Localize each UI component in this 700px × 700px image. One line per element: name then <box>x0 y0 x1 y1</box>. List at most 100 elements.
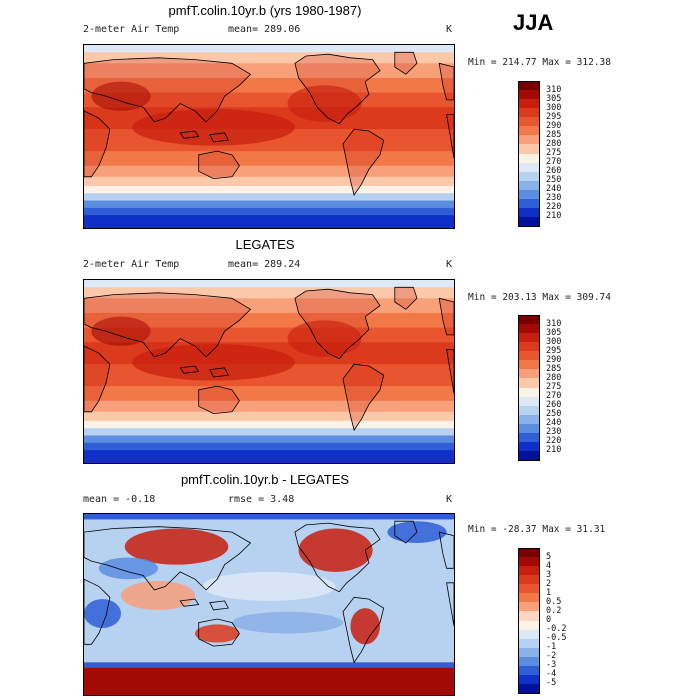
colorbar-tick-label: 230 <box>546 427 562 438</box>
panel-1-map <box>83 44 455 229</box>
colorbar-tick-label: 305 <box>546 327 562 338</box>
colorbar-swatch <box>518 144 540 154</box>
colorbar-swatch <box>518 333 540 343</box>
colorbar-tick-label: 240 <box>546 418 562 429</box>
colorbar-swatch <box>518 387 540 398</box>
colorbar-tick-label: -2 <box>546 651 557 662</box>
colorbar-tick-label: 0.5 <box>546 596 562 607</box>
panel-1-mean-label: mean= 289.06 <box>228 24 301 35</box>
colorbar-tick-label: 305 <box>546 93 562 104</box>
panel-2-minmax: Min = 203.13 Max = 309.74 <box>468 292 611 303</box>
panel-2-mean-label: mean= 289.24 <box>228 259 301 270</box>
colorbar-swatch <box>518 378 540 388</box>
colorbar-swatch <box>518 548 540 558</box>
colorbar-swatch <box>518 342 540 352</box>
colorbar-swatch <box>518 198 540 209</box>
colorbar-swatch <box>518 360 540 370</box>
colorbar-swatch <box>518 557 540 567</box>
panel-1-colorbar: 310 305 300 295 290 285 280 275 270 260 250 240 230 2… <box>518 81 598 227</box>
colorbar-swatch <box>518 450 540 461</box>
colorbar-tick-label: 300 <box>546 336 562 347</box>
colorbar-tick-label: 295 <box>546 111 562 122</box>
colorbar-tick-label: 250 <box>546 175 562 186</box>
colorbar-swatch <box>518 171 540 182</box>
panel-1-minmax: Min = 214.77 Max = 312.38 <box>468 57 611 68</box>
colorbar-swatch <box>518 396 540 407</box>
colorbar-swatch <box>518 207 540 218</box>
colorbar-tick-label: 2 <box>546 578 552 589</box>
panel-2-title: LEGATES <box>235 237 295 252</box>
colorbar-swatch <box>518 135 540 145</box>
colorbar-swatch <box>518 216 540 227</box>
colorbar-swatch <box>518 369 540 379</box>
colorbar-swatch <box>518 180 540 191</box>
panel-3-unit-label: K <box>446 494 453 505</box>
colorbar-swatch <box>518 593 540 603</box>
colorbar-swatch <box>518 90 540 100</box>
colorbar-swatch <box>518 315 540 325</box>
panel-2-unit-label: K <box>446 259 453 270</box>
colorbar-tick-label: -0.5 <box>546 633 567 644</box>
colorbar-tick-label: 220 <box>546 202 562 213</box>
colorbar-swatch <box>518 665 540 676</box>
colorbar-tick-label: 310 <box>546 318 562 329</box>
colorbar-swatch <box>518 108 540 118</box>
colorbar-tick-label: 280 <box>546 138 562 149</box>
panel-1-variable-label: 2-meter Air Temp <box>83 24 180 35</box>
panel-1-unit-label: K <box>446 24 453 35</box>
colorbar-tick-label: -3 <box>546 660 557 671</box>
colorbar-swatch <box>518 638 540 649</box>
colorbar-tick-label: 3 <box>546 569 552 580</box>
panel-3-colorbar: 5 4 3 2 1 0.5 0.2 0 -0.2 -0.5 -1 -2 -3 -4 -5 <box>518 548 598 694</box>
panel-2-colorbar: 310 305 300 295 290 285 280 275 270 260 250 240 230 2… <box>518 315 598 461</box>
colorbar-tick-label: 285 <box>546 129 562 140</box>
colorbar-tick-label: 1 <box>546 587 552 598</box>
colorbar-tick-label: 310 <box>546 84 562 95</box>
colorbar-swatch <box>518 674 540 685</box>
panel-3-rmse-label: rmse = 3.48 <box>228 494 295 505</box>
panel-2-map <box>83 279 455 464</box>
colorbar-swatch <box>518 81 540 91</box>
colorbar-tick-label: 0 <box>546 615 552 625</box>
colorbar-swatch <box>518 611 540 621</box>
colorbar-swatch <box>518 620 540 631</box>
colorbar-swatch <box>518 432 540 443</box>
colorbar-tick-label: -1 <box>546 642 557 653</box>
colorbar-tick-label: 275 <box>546 382 562 392</box>
colorbar-swatch <box>518 162 540 173</box>
colorbar-swatch <box>518 656 540 667</box>
season-label: JJA <box>513 10 554 35</box>
panel-3-minmax: Min = -28.37 Max = 31.31 <box>468 524 606 535</box>
colorbar-tick-label: 210 <box>546 211 562 222</box>
colorbar-swatch <box>518 575 540 585</box>
colorbar-tick-label: -0.2 <box>546 624 567 635</box>
colorbar-tick-label: 295 <box>546 345 562 356</box>
panel-2-variable-label: 2-meter Air Temp <box>83 259 180 270</box>
colorbar-swatch <box>518 566 540 576</box>
colorbar-tick-label: 290 <box>546 120 562 131</box>
colorbar-tick-label: 285 <box>546 363 562 374</box>
colorbar-tick-label: 260 <box>546 166 562 177</box>
colorbar-tick-label: 240 <box>546 184 562 195</box>
panel-3-map <box>83 513 455 696</box>
colorbar-swatch <box>518 153 540 164</box>
colorbar-swatch <box>518 126 540 136</box>
panel-3-map-svg <box>84 514 454 695</box>
panel-2-map-svg <box>84 280 454 463</box>
colorbar-tick-label: 230 <box>546 193 562 204</box>
colorbar-swatch <box>518 117 540 127</box>
colorbar-swatch <box>518 324 540 334</box>
colorbar-swatch <box>518 584 540 594</box>
panel-3-mean-label: mean = -0.18 <box>83 494 156 505</box>
colorbar-tick-label: 4 <box>546 560 552 571</box>
colorbar-tick-label: 260 <box>546 400 562 411</box>
colorbar-tick-label: 300 <box>546 102 562 113</box>
colorbar-swatch <box>518 189 540 200</box>
colorbar-swatch <box>518 441 540 452</box>
colorbar-swatch <box>518 647 540 658</box>
colorbar-swatch <box>518 405 540 416</box>
colorbar-tick-label: 270 <box>546 157 562 168</box>
colorbar-swatch <box>518 414 540 425</box>
colorbar-swatch <box>518 423 540 434</box>
panel-3-title: pmfT.colin.10yr.b - LEGATES <box>180 472 350 487</box>
